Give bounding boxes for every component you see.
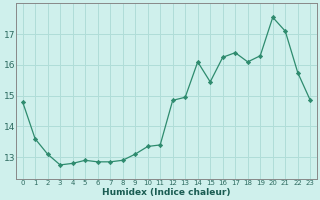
- X-axis label: Humidex (Indice chaleur): Humidex (Indice chaleur): [102, 188, 231, 197]
